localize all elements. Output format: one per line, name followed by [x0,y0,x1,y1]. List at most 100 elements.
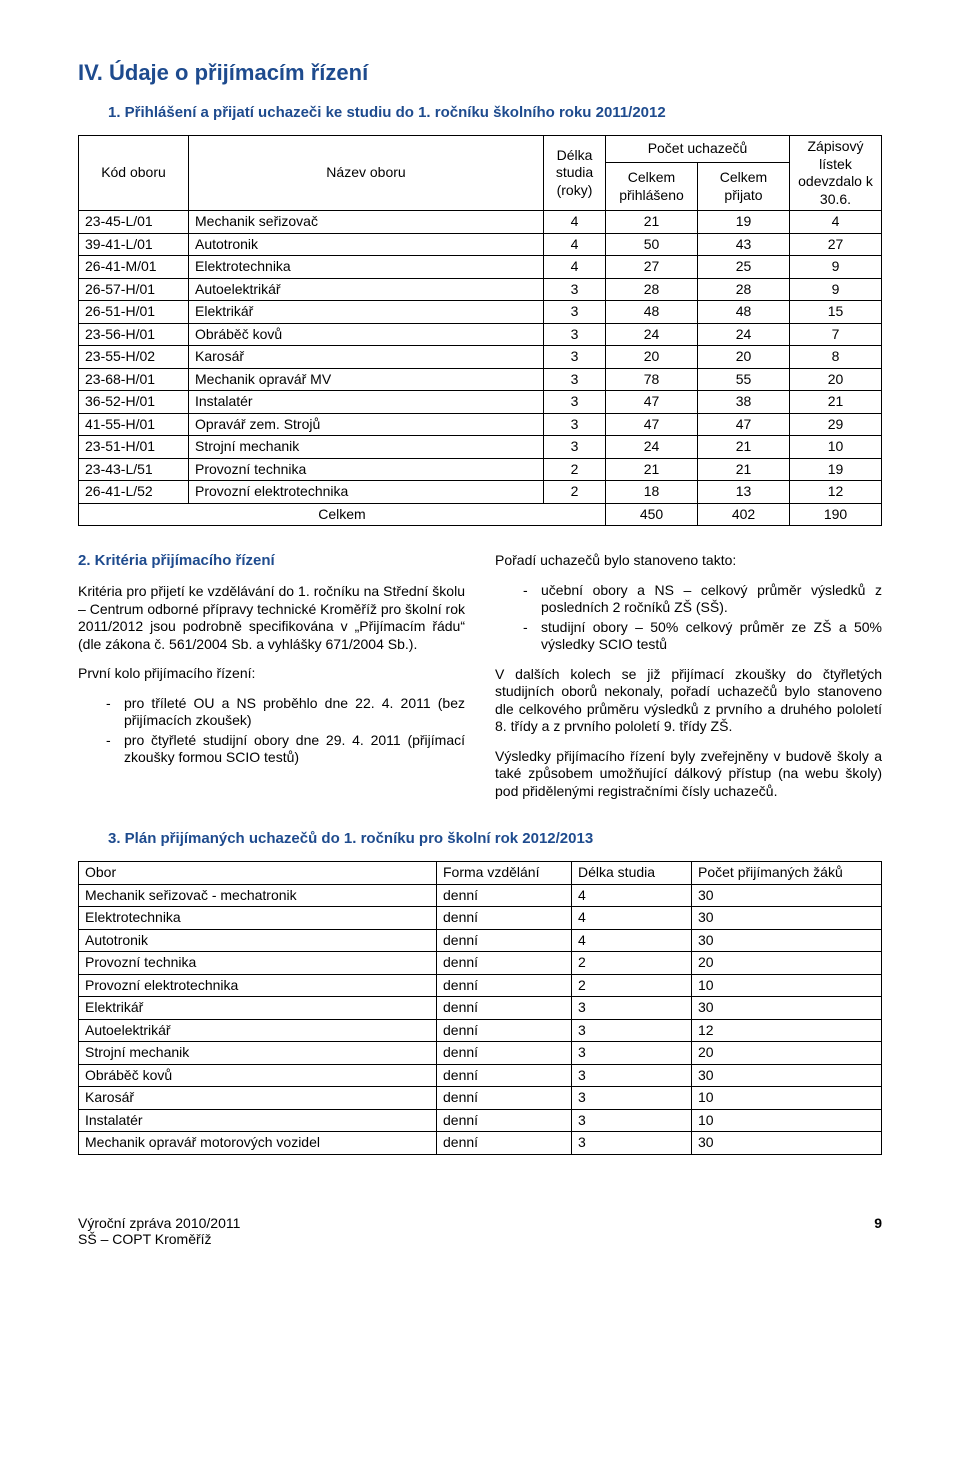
cell-delka: 2 [572,974,692,997]
cell-obor: Elektrotechnika [79,907,437,930]
cell-zapis: 10 [790,436,882,459]
table-row: Mechanik opravář motorových vozideldenní… [79,1132,882,1155]
table-row: 23-43-L/51Provozní technika2212119 [79,458,882,481]
table-row: 36-52-H/01Instalatér3473821 [79,391,882,414]
cell-zapis: 29 [790,413,882,436]
cell-delka: 4 [572,907,692,930]
cell-obor: Mechanik seřizovač - mechatronik [79,884,437,907]
cell-totals-prihlaseno: 450 [606,503,698,526]
table-row: 26-41-M/01Elektrotechnika427259 [79,256,882,279]
cell-delka: 3 [544,436,606,459]
cell-zapis: 9 [790,256,882,279]
cell-kod: 39-41-L/01 [79,233,189,256]
list-item: pro tříleté OU a NS proběhlo dne 22. 4. … [106,695,465,730]
cell-zapis: 21 [790,391,882,414]
cell-delka: 4 [572,884,692,907]
list-item: studijní obory – 50% celkový průměr ze Z… [523,619,882,654]
cell-delka: 3 [572,1042,692,1065]
cell-zapis: 4 [790,211,882,234]
cell-delka: 3 [544,346,606,369]
cell-obor: Provozní technika [79,952,437,975]
cell-forma: denní [437,1087,572,1110]
cell-zapis: 8 [790,346,882,369]
cell-kod: 26-57-H/01 [79,278,189,301]
right-column: Pořadí uchazečů bylo stanoveno takto: uč… [495,534,882,812]
cell-obor: Autotronik [79,929,437,952]
cell-kod: 26-41-L/52 [79,481,189,504]
further-rounds-paragraph: V dalších kolech se již přijímací zkoušk… [495,666,882,736]
cell-obor: Elektrikář [79,997,437,1020]
cell-prihlaseno: 24 [606,436,698,459]
cell-forma: denní [437,997,572,1020]
cell-obor: Mechanik opravář motorových vozidel [79,1132,437,1155]
cell-forma: denní [437,974,572,997]
table-row: Obráběč kovůdenní330 [79,1064,882,1087]
footer-line-2: SŠ – COPT Kroměříž [78,1231,240,1248]
list-item: učební obory a NS – celkový průměr výsle… [523,582,882,617]
cell-delka: 3 [544,301,606,324]
left-column: 2. Kritéria přijímacího řízení Kritéria … [78,534,465,812]
cell-delka: 3 [572,997,692,1020]
th-obor: Obor [79,862,437,885]
cell-pocet: 30 [692,997,882,1020]
table-row: Provozní technikadenní220 [79,952,882,975]
cell-delka: 3 [572,1132,692,1155]
cell-prijato: 25 [698,256,790,279]
cell-prihlaseno: 50 [606,233,698,256]
page-footer: Výroční zpráva 2010/2011 SŠ – COPT Kromě… [78,1215,882,1249]
cell-kod: 23-68-H/01 [79,368,189,391]
table-row: 23-45-L/01Mechanik seřizovač421194 [79,211,882,234]
cell-prihlaseno: 20 [606,346,698,369]
cell-nazev: Elektrikář [189,301,544,324]
cell-kod: 23-51-H/01 [79,436,189,459]
cell-delka: 3 [572,1064,692,1087]
cell-prijato: 19 [698,211,790,234]
cell-zapis: 20 [790,368,882,391]
cell-forma: denní [437,884,572,907]
table-row: 23-51-H/01Strojní mechanik3242110 [79,436,882,459]
cell-kod: 23-45-L/01 [79,211,189,234]
table-row: Karosářdenní310 [79,1087,882,1110]
results-paragraph: Výsledky přijímacího řízení byly zveřejn… [495,748,882,801]
table-row: 23-55-H/02Karosář320208 [79,346,882,369]
cell-obor: Provozní elektrotechnika [79,974,437,997]
cell-pocet: 20 [692,952,882,975]
cell-forma: denní [437,1064,572,1087]
table-row: 23-56-H/01Obráběč kovů324247 [79,323,882,346]
cell-kod: 23-56-H/01 [79,323,189,346]
cell-pocet: 30 [692,884,882,907]
cell-nazev: Instalatér [189,391,544,414]
cell-prihlaseno: 28 [606,278,698,301]
cell-pocet: 10 [692,1087,882,1110]
cell-prijato: 28 [698,278,790,301]
subheading-3: 3. Plán přijímaných uchazečů do 1. roční… [108,830,882,847]
cell-prijato: 38 [698,391,790,414]
cell-prijato: 43 [698,233,790,256]
cell-delka: 2 [572,952,692,975]
cell-obor: Obráběč kovů [79,1064,437,1087]
cell-nazev: Autotronik [189,233,544,256]
cell-forma: denní [437,929,572,952]
table-row: 26-51-H/01Elektrikář3484815 [79,301,882,324]
th-pocet: Počet uchazečů [606,136,790,163]
cell-pocet: 10 [692,974,882,997]
section-title: IV. Údaje o přijímacím řízení [78,60,882,86]
cell-prijato: 21 [698,458,790,481]
th-kod: Kód oboru [79,136,189,211]
cell-delka: 4 [544,233,606,256]
cell-obor: Instalatér [79,1109,437,1132]
criteria-list-left: pro tříleté OU a NS proběhlo dne 22. 4. … [78,695,465,767]
cell-prijato: 20 [698,346,790,369]
cell-nazev: Autoelektrikář [189,278,544,301]
cell-obor: Strojní mechanik [79,1042,437,1065]
cell-prihlaseno: 21 [606,211,698,234]
cell-totals-label: Celkem [79,503,606,526]
cell-delka: 3 [572,1019,692,1042]
th-forma: Forma vzdělání [437,862,572,885]
th-prihlaseno: Celkem přihlášeno [606,163,698,211]
table-row: Elektrikářdenní330 [79,997,882,1020]
table-row: 26-57-H/01Autoelektrikář328289 [79,278,882,301]
cell-delka: 4 [572,929,692,952]
th-delka2: Délka studia [572,862,692,885]
th-prijato: Celkem přijato [698,163,790,211]
